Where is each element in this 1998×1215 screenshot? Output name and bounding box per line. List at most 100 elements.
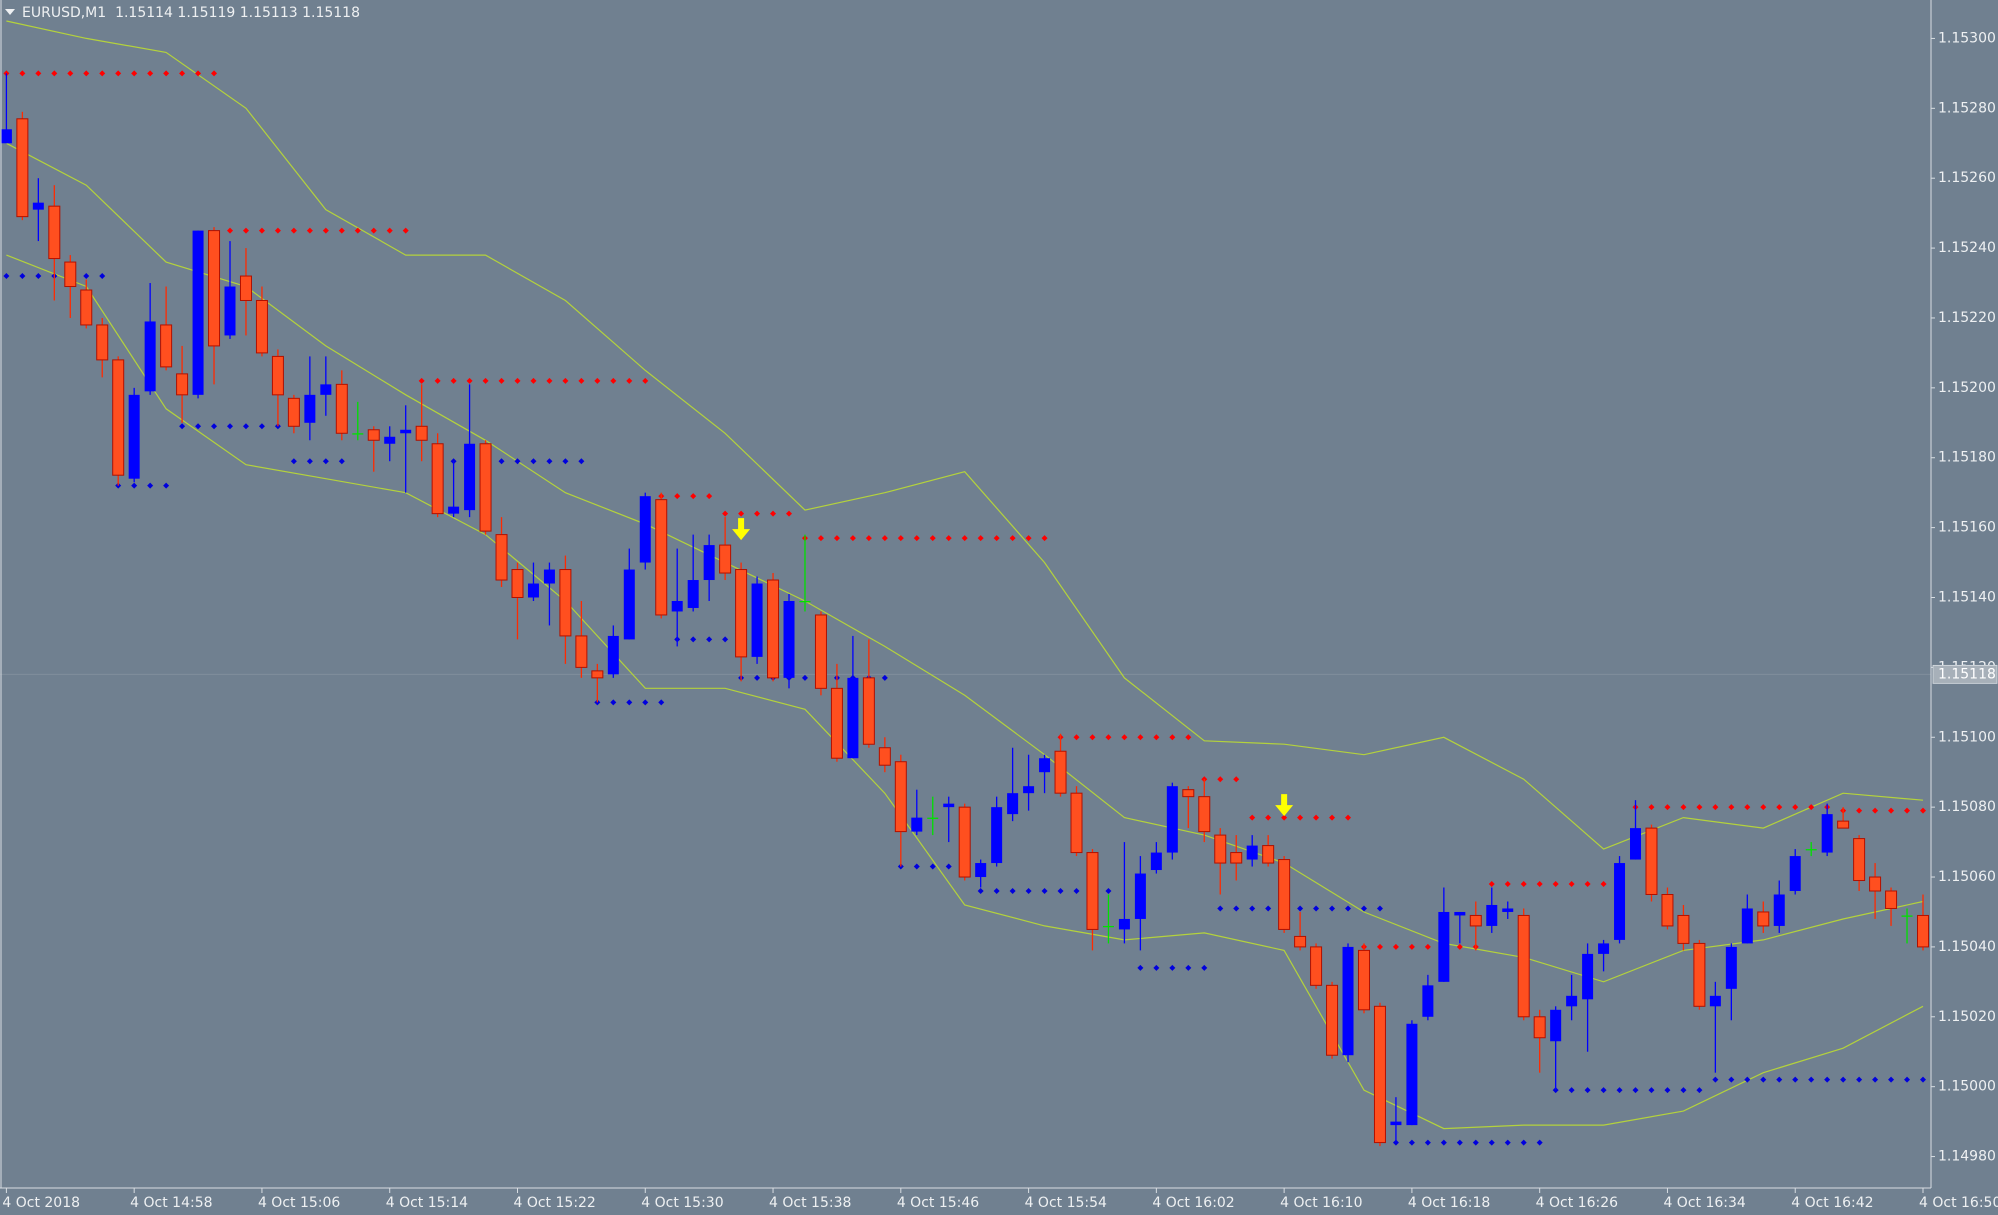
resistance-dot [786,510,793,517]
resistance-dot [386,227,393,234]
resistance-dot [1313,814,1320,821]
candle-body [1007,793,1019,815]
resistance-dot [642,377,649,384]
support-dot [498,458,505,465]
support-dot [1185,964,1192,971]
y-tick-label: 1.15180 [1938,450,1996,466]
y-tick-label: 1.15300 [1938,30,1996,46]
support-dot [1345,905,1352,912]
candle-body [1390,1121,1402,1126]
resistance-dot [1041,535,1048,542]
support-dot [722,636,729,643]
band-upper [6,20,1924,850]
resistance-dot [913,535,920,542]
candle-body [1406,1023,1418,1126]
resistance-dot [1392,943,1399,950]
support-dot [1888,1076,1895,1083]
candle-body [128,394,140,479]
resistance-dot [434,377,441,384]
support-dot [195,423,202,430]
candle-body [431,443,444,515]
x-tick-label: 4 Oct 16:42 [1791,1195,1873,1211]
candle-body [894,761,907,833]
x-tick-label: 4 Oct 16:50 [1919,1195,1998,1211]
resistance-dot [961,535,968,542]
resistance-dot [1137,734,1144,741]
resistance-dot [1664,804,1671,811]
x-tick-label: 4 Oct 16:34 [1663,1195,1745,1211]
resistance-dot [338,227,345,234]
candle-body [1517,914,1530,1018]
support-dot [1488,1139,1495,1146]
candle-body [1039,758,1051,773]
candle-body [1917,914,1929,948]
resistance-dot [993,535,1000,542]
resistance-dot [290,227,297,234]
resistance-dot [1153,734,1160,741]
support-dot [1376,905,1383,912]
y-tick-label: 1.15060 [1938,869,1996,885]
y-tick-label: 1.15140 [1938,589,1996,605]
x-tick-label: 4 Oct 16:02 [1152,1195,1234,1211]
support-dot [642,699,649,706]
support-dot [83,273,90,280]
band-middle [6,142,1924,983]
resistance-dot [1169,734,1176,741]
candle-body [543,569,555,584]
resistance-dot [1520,881,1527,888]
resistance-dot [514,377,521,384]
support-dot [562,458,569,465]
resistance-dot [754,510,761,517]
resistance-dot [1680,804,1687,811]
candle-body [799,600,811,603]
support-dot [945,863,952,870]
candle-body [1262,845,1275,864]
candle-body [80,289,93,326]
support-dot [1249,905,1256,912]
signal-arrow [1275,794,1294,817]
resistance-dot [1552,881,1559,888]
resistance-dot [242,227,249,234]
y-tick-label: 1.15100 [1938,729,1996,745]
resistance-dot [722,510,729,517]
support-dot [1073,888,1080,894]
candle-body [1023,786,1035,794]
candle-body [1294,935,1307,948]
y-tick-label: 1.15020 [1938,1009,1996,1025]
resistance-dot [1904,807,1911,814]
resistance-dot [674,493,681,500]
support-dot [977,888,984,894]
candle-body [1853,838,1866,882]
candle-body [862,677,875,745]
support-dot [1840,1076,1847,1083]
resistance-dot [1345,814,1352,821]
resistance-dot [306,227,313,234]
support-dot [514,458,521,465]
resistance-dot [1872,807,1879,814]
candle-body [384,436,396,444]
candle-body [176,373,189,396]
support-dot [1201,964,1208,971]
resistance-dot [195,70,202,77]
support-dot [993,888,1000,894]
candle-body [1086,852,1099,930]
menu-triangle[interactable] [5,9,15,15]
candle-body [1598,943,1610,954]
candle-body [160,324,173,368]
support-dot [1440,1139,1447,1146]
candle-body [1230,852,1243,864]
candle-body [783,600,795,678]
support-dot [1536,1139,1543,1146]
resistance-dot [977,535,984,542]
support-dot [578,458,585,465]
resistance-dot [1568,881,1575,888]
resistance-dot [738,510,745,517]
candle-body [639,496,651,563]
last-price-box [1932,664,1998,684]
resistance-dot [881,535,888,542]
candle-body [1502,908,1514,912]
resistance-dot [1185,734,1192,741]
support-dot [610,699,617,706]
support-dot [1632,1087,1639,1094]
support-dot [1009,888,1016,894]
